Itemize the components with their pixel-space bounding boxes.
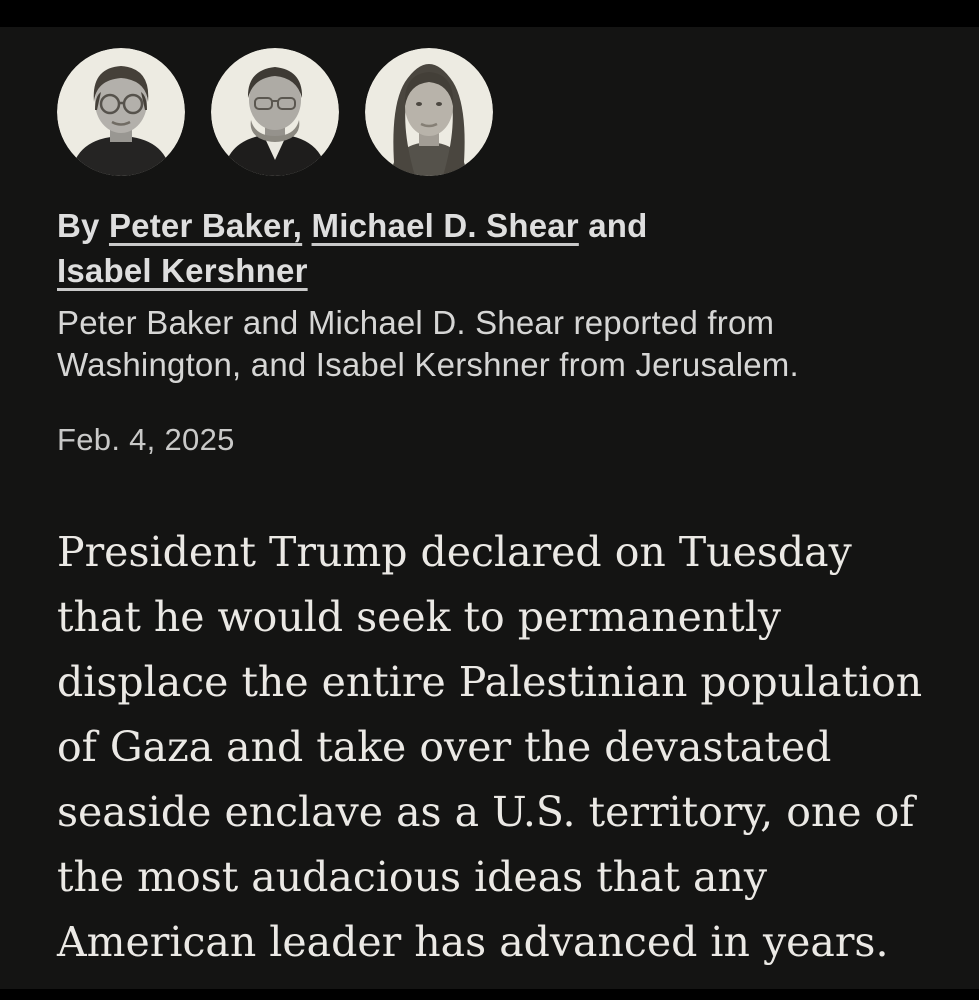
article-text-line: displace the entire Palestinian populati… <box>57 658 923 706</box>
byline-conjunction: and <box>588 207 648 244</box>
person-portrait-icon <box>57 48 185 176</box>
reporting-dateline: Peter Baker and Michael D. Shear reporte… <box>57 302 939 386</box>
person-portrait-icon <box>365 48 493 176</box>
author-link-peter-baker[interactable]: Peter Baker, <box>108 207 303 244</box>
author-link-isabel-kershner[interactable]: Isabel Kershner <box>57 252 308 289</box>
author-avatar-michael-shear <box>211 48 339 176</box>
letterbox-bottom <box>0 989 979 1000</box>
dateline-line: Washington, and Isabel Kershner from Jer… <box>57 346 799 383</box>
author-avatar-row <box>57 48 939 176</box>
article-text-line: seaside enclave as a U.S. territory, one… <box>57 788 915 836</box>
author-link-michael-shear[interactable]: Michael D. Shear <box>311 207 579 244</box>
article-header: By Peter Baker, Michael D. Shear and Isa… <box>0 27 979 989</box>
author-avatar-isabel-kershner <box>365 48 493 176</box>
byline-line-2: Isabel Kershner <box>57 248 939 293</box>
person-portrait-icon <box>211 48 339 176</box>
byline-line-1: By Peter Baker, Michael D. Shear and <box>57 203 939 248</box>
author-avatar-peter-baker <box>57 48 185 176</box>
article-text-line: the most audacious ideas that any <box>57 853 768 901</box>
article-body: President Trump declared on Tuesday that… <box>57 520 939 975</box>
letterbox-top <box>0 0 979 27</box>
byline-prefix: By <box>57 207 100 244</box>
article-text-line: President Trump declared on Tuesday <box>57 528 852 576</box>
article-text-line: of Gaza and take over the devastated <box>57 723 832 771</box>
byline: By Peter Baker, Michael D. Shear and Isa… <box>57 203 939 293</box>
article-text-line: American leader has advanced in years. <box>57 918 889 966</box>
dateline-line: Peter Baker and Michael D. Shear reporte… <box>57 304 775 341</box>
publication-date: Feb. 4, 2025 <box>57 422 235 457</box>
article-text-line: that he would seek to permanently <box>57 593 782 641</box>
